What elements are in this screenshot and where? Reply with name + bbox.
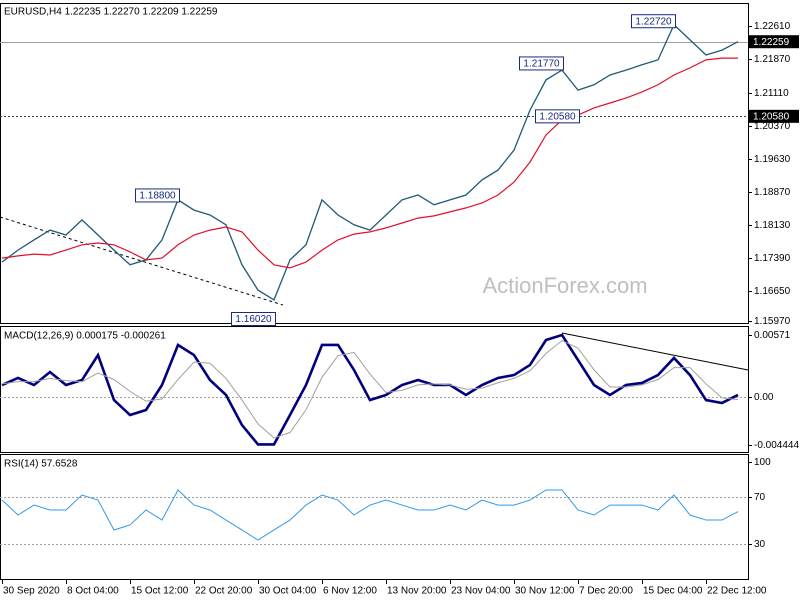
panel-title: EURUSD,H4 1.22235 1.22270 1.22209 1.2225… <box>4 7 218 18</box>
x-tick-label: 23 Nov 04:00 <box>451 586 511 597</box>
pivot-label: 1.22720 <box>635 16 672 27</box>
series-line <box>1 489 739 541</box>
x-tick-label: 6 Nov 12:00 <box>323 586 377 597</box>
watermark: ActionForex.com <box>482 273 647 298</box>
y-tick-label: 30 <box>754 539 766 550</box>
y-tick-label: 1.22610 <box>754 21 791 32</box>
y-tick-label: 1.18870 <box>754 187 791 198</box>
y-tick-label: 1.19630 <box>754 154 791 165</box>
level-box <box>749 35 799 49</box>
pivot-label: 1.18800 <box>139 191 176 202</box>
pivot-box <box>231 312 276 326</box>
y-tick-label: 0.00571 <box>754 330 791 341</box>
y-tick-label: -0.004444 <box>754 440 799 451</box>
level-box <box>749 109 799 123</box>
level-label: 1.22259 <box>753 37 790 48</box>
plot-area <box>0 23 748 301</box>
x-tick-label: 13 Nov 20:00 <box>387 586 447 597</box>
pivot-box <box>135 188 180 203</box>
y-tick-label: 1.17390 <box>754 253 791 264</box>
series-line <box>1 339 739 439</box>
y-tick-label: 1.21110 <box>754 88 789 99</box>
x-tick-label: 8 Oct 04:00 <box>67 586 119 597</box>
pivot-box <box>631 14 676 29</box>
trend-line <box>561 332 749 371</box>
y-tick-label: 1.16650 <box>754 286 791 297</box>
pivot-box <box>535 109 580 124</box>
y-tick-label: 70 <box>754 492 766 503</box>
x-tick-label: 7 Dec 20:00 <box>579 586 633 597</box>
pivot-label: 1.20580 <box>539 111 576 122</box>
panel-title: RSI(14) 57.6528 <box>4 459 78 470</box>
series-line <box>1 333 739 446</box>
pivot-box <box>519 56 564 71</box>
y-tick-label: 1.21870 <box>754 54 791 65</box>
pivot-label: 1.16020 <box>235 314 272 325</box>
x-tick-label: 30 Oct 04:00 <box>259 586 317 597</box>
plot-area <box>0 333 748 446</box>
macd-panel <box>0 326 749 453</box>
y-tick-label: 1.18130 <box>754 220 791 231</box>
level-label: 1.20580 <box>753 111 790 122</box>
y-tick-label: 100 <box>754 457 771 468</box>
x-tick-label: 30 Sep 2020 <box>3 586 60 597</box>
x-tick-label: 15 Oct 12:00 <box>131 586 189 597</box>
pivot-label: 1.21770 <box>523 59 560 70</box>
x-tick-label: 22 Oct 20:00 <box>195 586 253 597</box>
panel-title: MACD(12,26,9) 0.000175 -0.000261 <box>4 331 166 342</box>
y-tick-label: 1.15970 <box>754 316 791 327</box>
series-line <box>1 57 738 269</box>
rsi-panel <box>0 454 749 580</box>
x-tick-label: 15 Dec 04:00 <box>643 586 703 597</box>
y-tick-label: 1.20370 <box>754 121 791 132</box>
x-tick-label: 22 Dec 12:00 <box>707 586 767 597</box>
series-line <box>1 23 739 301</box>
price-panel <box>0 3 749 324</box>
y-tick-label: 0.00 <box>754 392 774 403</box>
plot-area <box>0 489 748 545</box>
x-tick-label: 30 Nov 12:00 <box>515 586 575 597</box>
